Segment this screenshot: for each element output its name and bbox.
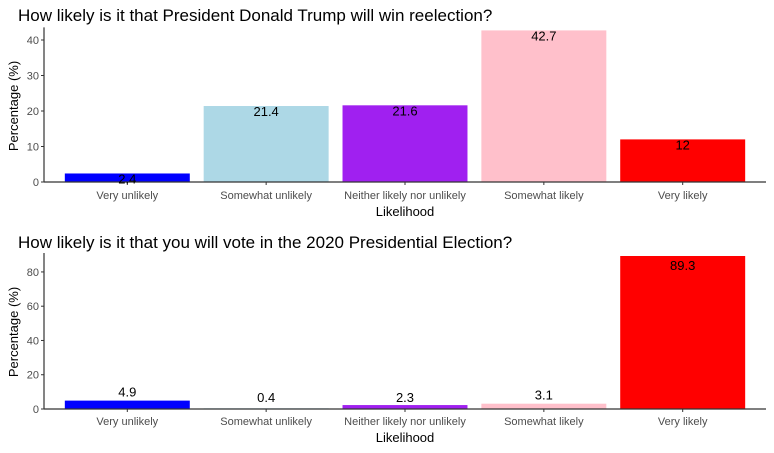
y-tick-label: 40: [27, 335, 39, 347]
y-tick-label: 20: [27, 370, 39, 382]
data-label: 89.3: [670, 258, 695, 273]
data-label: 21.6: [392, 103, 417, 118]
data-label: 4.9: [118, 385, 136, 400]
x-tick-label: Neither likely nor unlikely: [344, 416, 466, 428]
data-label: 21.4: [253, 104, 278, 119]
x-tick-label: Very likely: [658, 190, 708, 202]
x-tick-label: Somewhat unlikely: [220, 190, 312, 202]
chart-panel-2: How likely is it that you will vote in t…: [6, 233, 766, 445]
data-label: 2.3: [396, 390, 414, 405]
bar: [481, 30, 607, 183]
y-tick-label: 40: [27, 35, 39, 47]
y-axis-title: Percentage (%): [6, 287, 21, 377]
x-tick-label: Very likely: [658, 416, 708, 428]
bar: [64, 400, 190, 409]
bar: [342, 405, 468, 409]
bar: [64, 173, 190, 182]
x-axis-title: Likelihood: [376, 204, 435, 219]
data-label: 42.7: [531, 28, 556, 43]
x-tick-label: Somewhat likely: [504, 416, 584, 428]
x-tick-label: Very unlikely: [96, 416, 158, 428]
data-label: 12: [675, 137, 689, 152]
chart-panel-1: How likely is it that President Donald T…: [6, 6, 766, 219]
chart-title: How likely is it that President Donald T…: [18, 6, 492, 25]
y-tick-label: 0: [33, 177, 39, 189]
y-tick-label: 80: [27, 267, 39, 279]
y-axis-title: Percentage (%): [6, 61, 21, 151]
x-tick-label: Very unlikely: [96, 190, 158, 202]
bar: [481, 403, 607, 409]
x-tick-label: Somewhat likely: [504, 190, 584, 202]
x-tick-label: Neither likely nor unlikely: [344, 190, 466, 202]
chart-title: How likely is it that you will vote in t…: [18, 233, 512, 252]
data-label: 0.4: [257, 390, 275, 405]
y-tick-label: 0: [33, 404, 39, 416]
bar: [203, 106, 329, 182]
data-label: 2.4: [118, 171, 136, 186]
y-tick-label: 60: [27, 301, 39, 313]
y-tick-label: 10: [27, 141, 39, 153]
y-tick-label: 20: [27, 106, 39, 118]
data-label: 3.1: [535, 388, 553, 403]
bar: [620, 256, 746, 409]
bar: [620, 139, 746, 182]
bar: [342, 105, 468, 182]
x-tick-label: Somewhat unlikely: [220, 416, 312, 428]
y-tick-label: 30: [27, 70, 39, 82]
x-axis-title: Likelihood: [376, 430, 435, 445]
